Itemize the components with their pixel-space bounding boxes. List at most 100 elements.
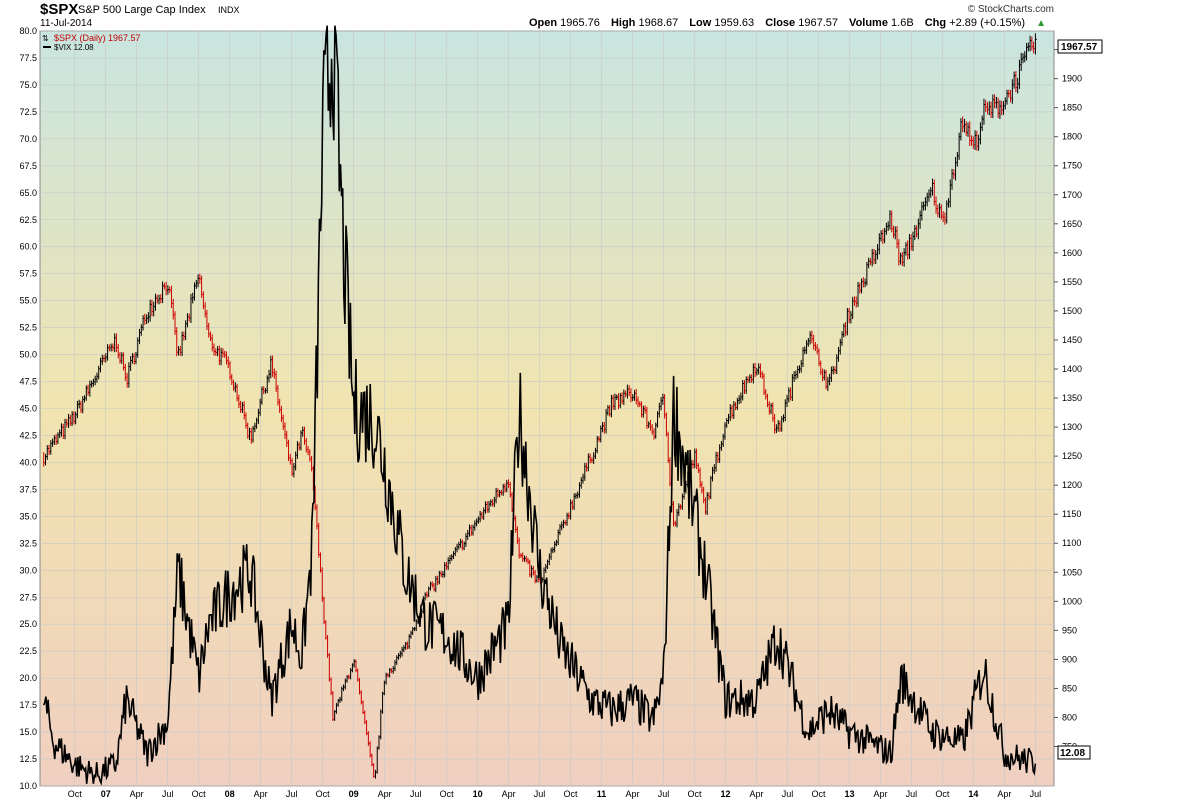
x-tick-label: Oct (440, 789, 455, 799)
right-tick-label: 1400 (1062, 364, 1082, 374)
x-tick-label: 09 (349, 789, 359, 799)
x-tick-label: Oct (688, 789, 703, 799)
close-label: Close (765, 17, 796, 29)
right-tick-label: 1650 (1062, 219, 1082, 229)
left-tick-label: 62.5 (19, 215, 37, 225)
right-tick-label: 1250 (1062, 451, 1082, 461)
x-tick-label: Jul (162, 789, 174, 799)
description: S&P 500 Large Cap Index (78, 4, 206, 16)
left-tick-label: 72.5 (19, 107, 37, 117)
left-tick-label: 80.0 (19, 26, 37, 36)
x-tick-label: Apr (749, 789, 763, 799)
x-tick-label: Oct (564, 789, 579, 799)
symbol: $SPX (40, 1, 79, 18)
left-tick-label: 25.0 (19, 619, 37, 629)
swap-icon: ⇅ (42, 34, 49, 43)
left-tick-label: 47.5 (19, 377, 37, 387)
spx-last-box (1057, 39, 1103, 54)
x-tick-label: Jul (658, 789, 670, 799)
spx-series (43, 33, 1037, 779)
left-tick-label: 12.5 (19, 754, 37, 764)
x-tick-label: Apr (254, 789, 268, 799)
spx-last-label: 1967.57 (1061, 42, 1098, 53)
left-tick-label: 40.0 (19, 457, 37, 467)
vix-last-label: 12.08 (1060, 748, 1085, 759)
right-tick-label: 1000 (1062, 596, 1082, 606)
left-tick-label: 17.5 (19, 700, 37, 710)
high-label: High (610, 17, 636, 29)
x-tick-label: Jul (534, 789, 546, 799)
left-tick-label: 77.5 (19, 53, 37, 63)
x-tick-label: Oct (316, 789, 331, 799)
legend-vix: $VIX 12.08 (54, 43, 94, 52)
left-tick-label: 15.0 (19, 727, 37, 737)
ohlc-bar: Open 1965.76 High 1968.67 Low 1959.63 Cl… (529, 17, 1054, 29)
brand-watermark: © StockCharts.com (967, 4, 1054, 15)
left-tick-label: 22.5 (19, 646, 37, 656)
left-tick-label: 30.0 (19, 565, 37, 575)
x-tick-label: Apr (130, 789, 144, 799)
left-tick-label: 60.0 (19, 242, 37, 252)
left-tick-label: 42.5 (19, 430, 37, 440)
right-tick-label: 1750 (1062, 161, 1082, 171)
low-value: 1959.63 (714, 17, 755, 29)
x-tick-label: 07 (101, 789, 111, 799)
right-tick-label: 800 (1062, 712, 1077, 722)
x-tick-label: Jul (1030, 789, 1042, 799)
x-tick-label: Oct (935, 789, 950, 799)
right-tick-label: 1200 (1062, 480, 1082, 490)
right-tick-label: 1900 (1062, 74, 1082, 84)
exchange: INDX (218, 5, 240, 15)
up-arrow-icon: ▲ (1036, 18, 1046, 29)
right-tick-label: 1850 (1062, 103, 1082, 113)
right-tick-label: 1550 (1062, 277, 1082, 287)
volume-value: 1.6B (891, 17, 914, 29)
right-tick-label: 1800 (1062, 132, 1082, 142)
left-tick-label: 75.0 (19, 80, 37, 90)
x-tick-label: Oct (68, 789, 83, 799)
left-tick-label: 20.0 (19, 673, 37, 683)
right-tick-label: 1500 (1062, 306, 1082, 316)
open-value: 1965.76 (560, 17, 600, 29)
chart-date: 11-Jul-2014 (40, 18, 93, 29)
right-tick-label: 850 (1062, 683, 1077, 693)
volume-label: Volume (849, 17, 888, 29)
right-tick-label: 1600 (1062, 248, 1082, 258)
x-tick-label: Jul (782, 789, 794, 799)
x-tick-label: Apr (626, 789, 640, 799)
left-tick-label: 52.5 (19, 323, 37, 333)
left-tick-label: 45.0 (19, 404, 37, 414)
right-tick-label: 1700 (1062, 190, 1082, 200)
right-tick-label: 1150 (1062, 509, 1081, 519)
left-tick-label: 32.5 (19, 538, 37, 548)
close-value: 1967.57 (798, 17, 838, 29)
vix-last-box (1057, 745, 1091, 760)
x-tick-label: Jul (906, 789, 918, 799)
left-tick-label: 35.0 (19, 511, 37, 521)
x-tick-label: 12 (720, 789, 730, 799)
x-tick-label: Apr (502, 789, 516, 799)
left-tick-label: 10.0 (19, 781, 37, 791)
left-tick-label: 57.5 (19, 269, 37, 279)
x-tick-label: Jul (286, 789, 298, 799)
left-tick-label: 67.5 (19, 161, 37, 171)
x-tick-label: Apr (873, 789, 887, 799)
left-tick-label: 55.0 (19, 296, 37, 306)
right-tick-label: 1050 (1062, 567, 1082, 577)
open-label: Open (528, 17, 558, 29)
right-tick-label: 1450 (1062, 335, 1082, 345)
right-tick-label: 1300 (1062, 422, 1082, 432)
x-tick-label: 13 (844, 789, 854, 799)
chg-value: +2.89 (+0.15%) (949, 17, 1026, 29)
right-tick-label: 950 (1062, 625, 1077, 635)
x-tick-label: Apr (378, 789, 392, 799)
x-tick-label: Jul (410, 789, 422, 799)
left-tick-label: 70.0 (19, 134, 37, 144)
left-tick-label: 65.0 (19, 188, 37, 198)
left-tick-label: 27.5 (19, 592, 37, 602)
x-tick-label: 08 (225, 789, 235, 799)
x-tick-label: 10 (473, 789, 483, 799)
right-tick-label: 900 (1062, 654, 1077, 664)
high-value: 1968.67 (638, 17, 679, 29)
